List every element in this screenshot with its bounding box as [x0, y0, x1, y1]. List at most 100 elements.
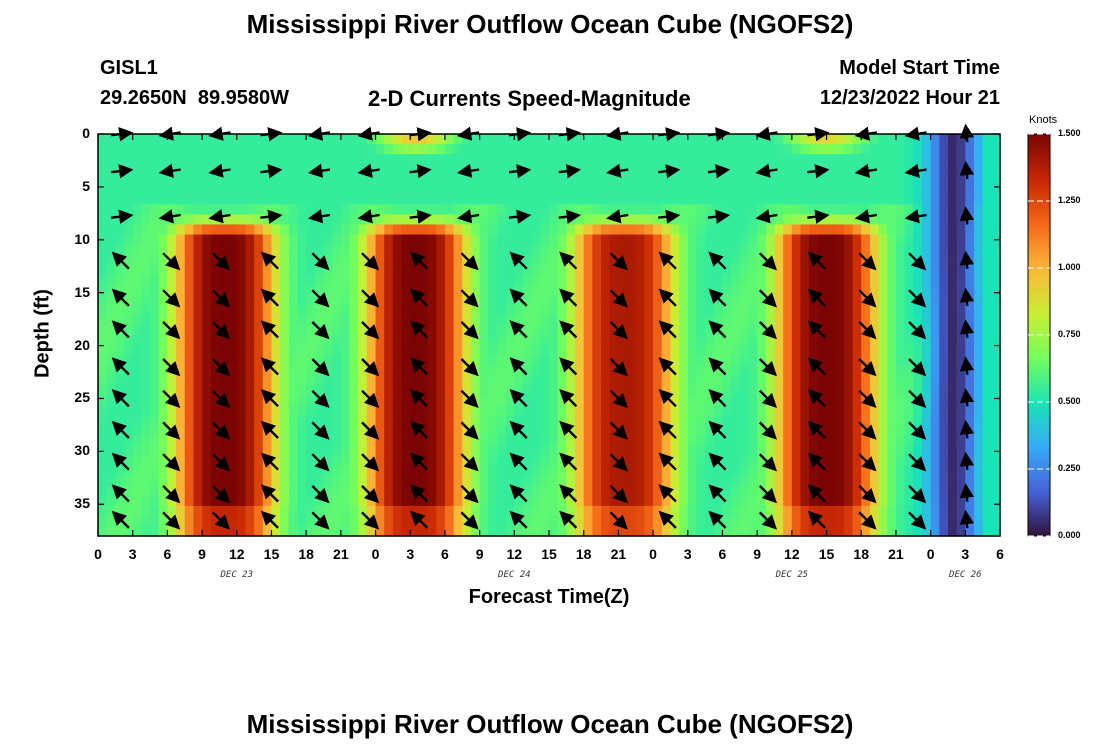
heatmap-cell [930, 284, 940, 296]
heatmap-cell [150, 395, 160, 406]
heatmap-cell [653, 505, 663, 517]
heatmap-cell [184, 324, 194, 336]
heatmap-cell [644, 144, 654, 155]
heatmap-cell [895, 375, 906, 386]
heatmap-cell [991, 254, 1001, 266]
heatmap-cell [592, 395, 602, 406]
heatmap-cell [115, 184, 125, 195]
heatmap-cell [167, 304, 177, 316]
heatmap-cell [280, 234, 290, 246]
heatmap-cell [210, 465, 221, 477]
heatmap-cell [488, 234, 498, 246]
heatmap-cell [670, 234, 680, 246]
heatmap-cell [410, 405, 420, 416]
heatmap-cell [271, 405, 281, 416]
heatmap-cell [384, 435, 394, 447]
heatmap-cell [462, 505, 472, 517]
heatmap-cell [947, 485, 958, 497]
current-arrow [409, 251, 429, 270]
heatmap-cell [705, 515, 715, 527]
heatmap-cell [176, 224, 186, 236]
heatmap-cell [228, 274, 238, 286]
heatmap-cell [306, 525, 316, 537]
heatmap-cell [427, 355, 437, 366]
heatmap-cell [531, 224, 541, 236]
heatmap-cell [236, 154, 247, 165]
heatmap-cell [722, 254, 732, 266]
heatmap-cell [956, 214, 966, 226]
heatmap-cell [566, 415, 576, 427]
heatmap-cell [705, 234, 715, 246]
current-arrow [211, 252, 231, 271]
heatmap-cell [670, 174, 680, 185]
heatmap-cell [314, 375, 325, 386]
heatmap-cell [496, 224, 507, 236]
heatmap-cell [514, 435, 524, 447]
heatmap-cell [843, 244, 854, 256]
heatmap-cell [514, 505, 524, 517]
heatmap-cell [176, 264, 186, 276]
heatmap-cell [505, 515, 515, 527]
heatmap-cell [991, 345, 1001, 356]
heatmap-cell [288, 164, 299, 175]
heatmap-cell [731, 455, 741, 467]
heatmap-cell [366, 415, 377, 427]
heatmap-cell [592, 244, 602, 256]
heatmap-cell [592, 134, 602, 145]
heatmap-cell [280, 415, 290, 427]
heatmap-cell [470, 234, 481, 246]
heatmap-cell [653, 405, 663, 416]
heatmap-cell [635, 164, 645, 175]
current-arrow [807, 452, 826, 471]
heatmap-cell [427, 314, 437, 326]
heatmap-cell [98, 274, 108, 286]
heatmap-cell [540, 405, 550, 416]
heatmap-cell [904, 515, 914, 527]
heatmap-cell [696, 224, 706, 236]
heatmap-cell [332, 365, 342, 376]
heatmap-cell [106, 224, 116, 236]
heatmap-cell [627, 244, 637, 256]
heatmap-cell [375, 515, 385, 527]
heatmap-cell [219, 445, 229, 457]
heatmap-cell [687, 174, 698, 185]
heatmap-cell [392, 144, 403, 155]
heatmap-cell [835, 385, 845, 396]
heatmap-cell [479, 294, 489, 306]
current-arrow [858, 389, 877, 408]
heatmap-cell [462, 274, 472, 286]
heatmap-cell [973, 324, 984, 336]
heatmap-cell [436, 375, 446, 386]
heatmap-cell [271, 355, 281, 366]
heatmap-cell [210, 415, 221, 427]
heatmap-cell [765, 435, 776, 447]
heatmap-cell [661, 174, 672, 185]
heatmap-cell [973, 204, 984, 215]
heatmap-cell [358, 405, 368, 416]
heatmap-cell [800, 425, 810, 437]
heatmap-cell [453, 385, 463, 396]
heatmap-cell [505, 164, 515, 175]
heatmap-cell [306, 415, 316, 427]
heatmap-cell [982, 204, 992, 215]
heatmap-cell [930, 254, 940, 266]
heatmap-cell [826, 324, 836, 336]
heatmap-cell [288, 445, 299, 457]
heatmap-cell [982, 194, 992, 205]
heatmap-cell [800, 355, 810, 366]
heatmap-cell [453, 304, 463, 316]
heatmap-cell [869, 485, 880, 497]
heatmap-cell [314, 465, 325, 477]
heatmap-cell [375, 154, 385, 165]
heatmap-cell [228, 515, 238, 527]
heatmap-cell [505, 244, 515, 256]
heatmap-cell [618, 505, 628, 517]
heatmap-cell [757, 505, 767, 517]
heatmap-cell [245, 435, 255, 447]
heatmap-cell [627, 144, 637, 155]
heatmap-cell [956, 385, 966, 396]
heatmap-cell [956, 204, 966, 215]
heatmap-cell [791, 405, 802, 416]
heatmap-cell [124, 465, 134, 477]
heatmap-cell [939, 425, 949, 437]
